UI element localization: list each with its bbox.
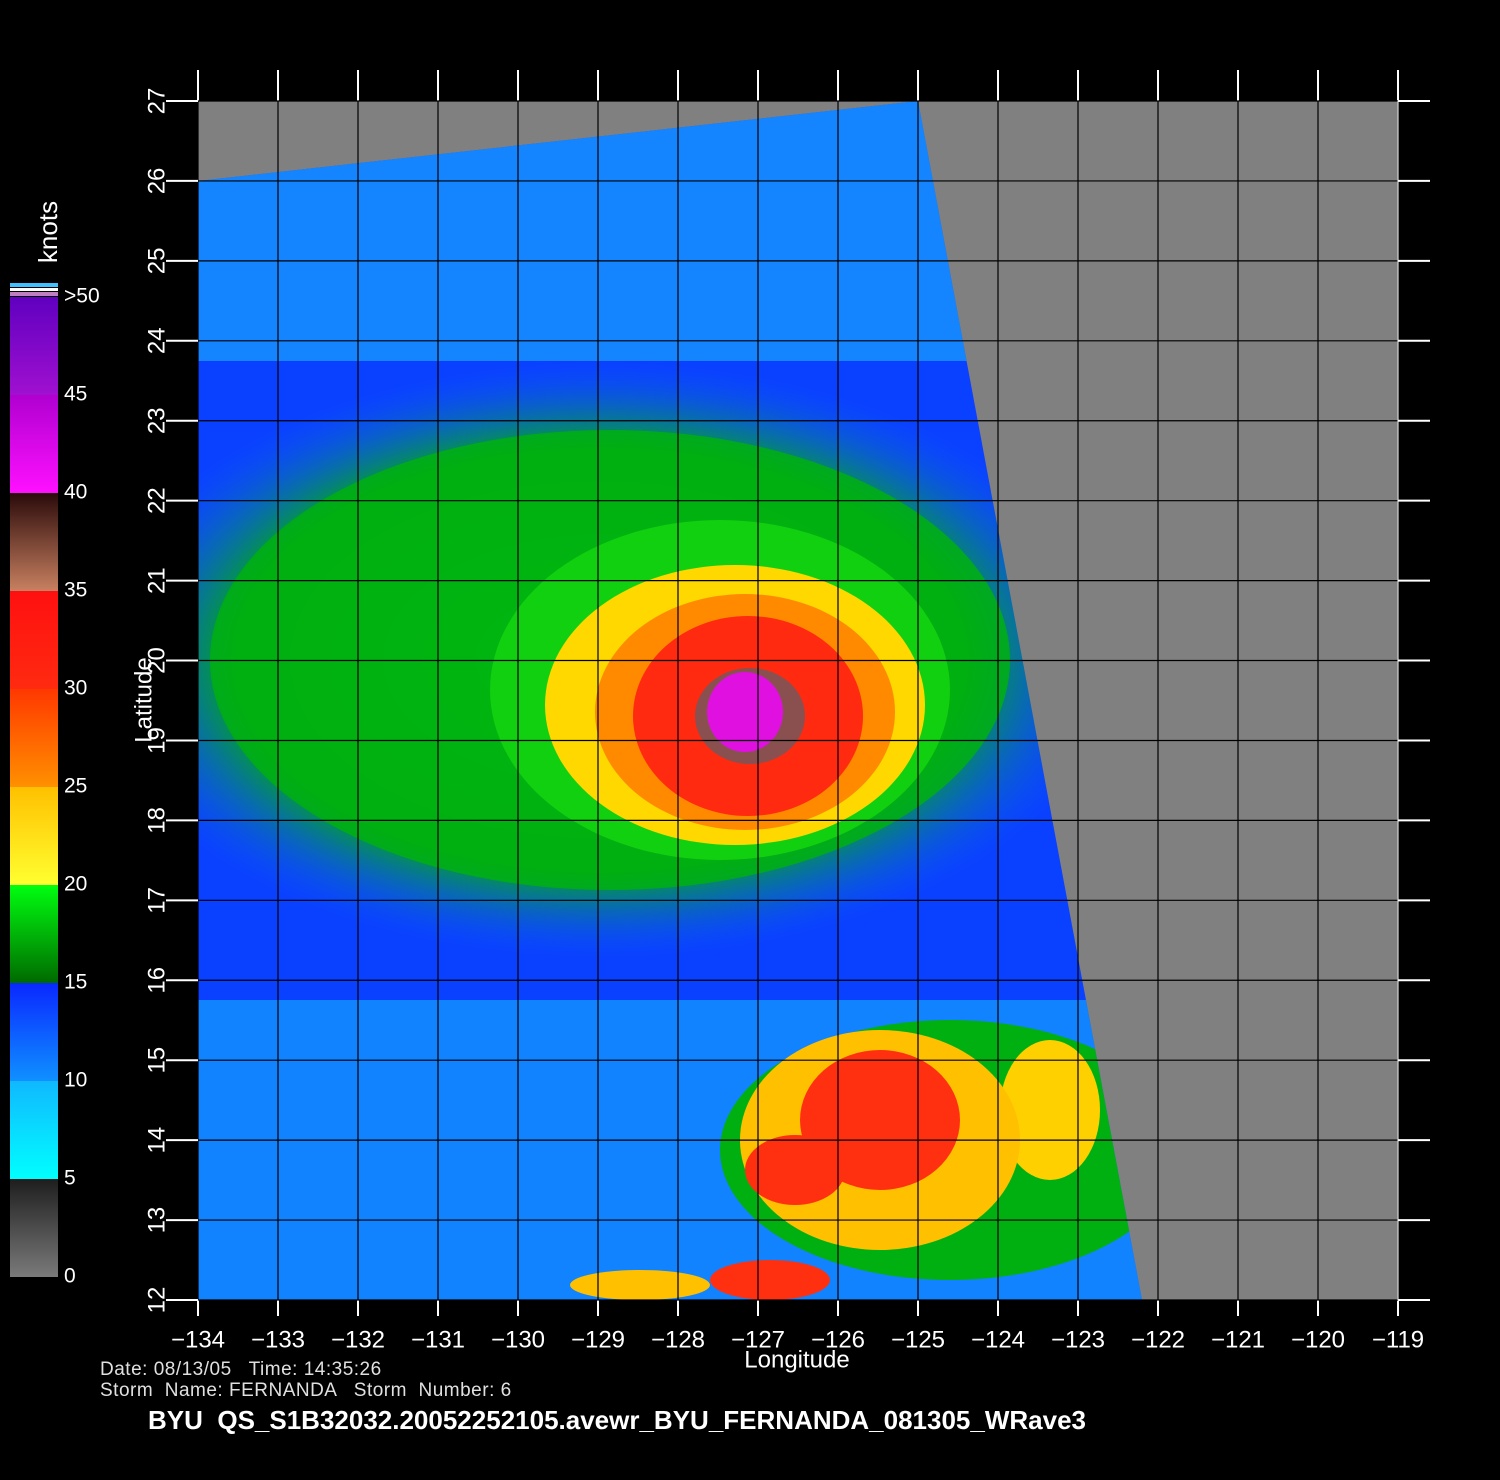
y-tick-label: 14 xyxy=(143,1127,170,1154)
x-tick-label: −122 xyxy=(1131,1326,1185,1353)
y-tick-label: 16 xyxy=(143,967,170,994)
y-axis-label: Latitude xyxy=(130,657,157,742)
colorbar-band xyxy=(10,787,58,885)
y-tick-label: 27 xyxy=(143,88,170,115)
colorbar-tick-label: >50 xyxy=(64,285,100,308)
colorbar-cap xyxy=(10,292,58,296)
colorbar-band xyxy=(10,885,58,983)
date-line: Date: 08/13/05 Time: 14:35:26 xyxy=(100,1359,382,1380)
y-tick-label: 25 xyxy=(143,248,170,275)
x-tick-label: −128 xyxy=(651,1326,705,1353)
storm-line: Storm Name: FERNANDA Storm Number: 6 xyxy=(100,1380,512,1401)
colorbar-band xyxy=(10,591,58,689)
colorbar-tick-label: 20 xyxy=(64,873,87,896)
colorbar-band xyxy=(10,689,58,787)
x-tick-label: −133 xyxy=(251,1326,305,1353)
y-tick-label: 13 xyxy=(143,1207,170,1234)
colorbar-tick-label: 0 xyxy=(64,1265,76,1288)
file-title: BYU QS_S1B32032.20052252105.avewr_BYU_FE… xyxy=(148,1405,1086,1435)
x-tick-label: −129 xyxy=(571,1326,625,1353)
y-tick-label: 17 xyxy=(143,887,170,914)
colorbar-tick-label: 35 xyxy=(64,579,87,602)
x-tick-label: −132 xyxy=(331,1326,385,1353)
colorbar-tick-label: 10 xyxy=(64,1069,87,1092)
x-tick-label: −124 xyxy=(971,1326,1025,1353)
x-tick-label: −127 xyxy=(731,1326,785,1353)
colorbar-band xyxy=(10,297,58,395)
y-tick-label: 18 xyxy=(143,807,170,834)
x-tick-label: −131 xyxy=(411,1326,465,1353)
colorbar-tick-label: 15 xyxy=(64,971,87,994)
y-tick-label: 22 xyxy=(143,487,170,514)
y-tick-label: 21 xyxy=(143,567,170,594)
x-tick-label: −119 xyxy=(1372,1326,1424,1353)
x-tick-label: −120 xyxy=(1291,1326,1345,1353)
colorbar-tick-label: 30 xyxy=(64,677,87,700)
y-tick-label: 24 xyxy=(143,327,170,354)
x-axis-label: Longitude xyxy=(744,1346,849,1373)
y-tick-label: 12 xyxy=(143,1287,170,1314)
colorbar-band xyxy=(10,395,58,493)
colorbar-band xyxy=(10,493,58,591)
y-tick-label: 15 xyxy=(143,1047,170,1074)
colorbar-label: knots xyxy=(33,201,63,263)
x-tick-label: −125 xyxy=(891,1326,945,1353)
colorbar-tick-label: 5 xyxy=(64,1167,76,1190)
colorbar-band xyxy=(10,983,58,1081)
y-tick-label: 23 xyxy=(143,407,170,434)
colorbar-tick-label: 40 xyxy=(64,481,87,504)
y-tick-label: 20 xyxy=(143,647,170,674)
colorbar-tick-label: 25 xyxy=(64,775,87,798)
y-tick-label: 19 xyxy=(143,727,170,754)
x-tick-label: −126 xyxy=(811,1326,865,1353)
x-tick-label: −123 xyxy=(1051,1326,1105,1353)
colorbar-tick-label: 45 xyxy=(64,383,87,406)
colorbar-cap xyxy=(10,288,58,291)
y-tick-label: 26 xyxy=(143,168,170,195)
x-tick-label: −130 xyxy=(491,1326,545,1353)
colorbar-cap xyxy=(10,283,58,287)
x-tick-label: −121 xyxy=(1211,1326,1265,1353)
colorbar-band xyxy=(10,1179,58,1277)
x-tick-label: −134 xyxy=(171,1326,225,1353)
colorbar-band xyxy=(10,1081,58,1179)
